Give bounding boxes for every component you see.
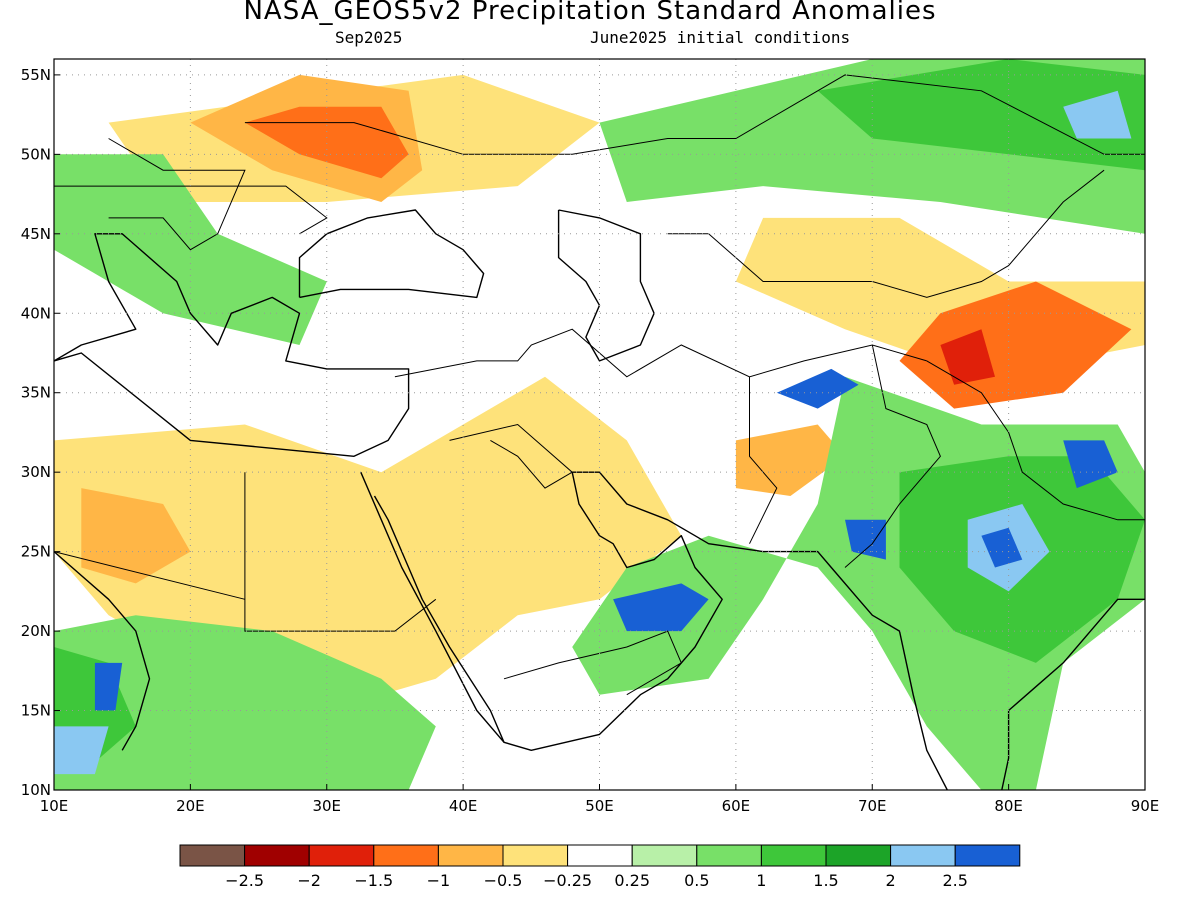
country-border-5 (844, 344, 941, 568)
colorbar-swatch (954, 844, 1021, 867)
anomaly-region-9 (940, 329, 995, 385)
anomaly-region-23 (94, 662, 123, 711)
colorbar-label: 2 (886, 871, 896, 890)
y-tick-label: 50N (21, 145, 51, 163)
colorbar-swatch (825, 844, 892, 867)
colorbar-swatch (760, 844, 827, 867)
colorbar-label: −0.5 (484, 871, 523, 890)
colorbar-swatch (179, 844, 246, 867)
anomaly-region-2 (244, 106, 409, 179)
x-tick-label: 70E (858, 797, 887, 815)
coastline-4 (1001, 598, 1145, 790)
colorbar-label: −1.5 (354, 871, 393, 890)
colorbar-label: 1 (756, 871, 766, 890)
anomaly-region-12 (735, 424, 845, 496)
anomaly-region-18 (776, 368, 859, 409)
colorbar-label: 0.5 (684, 871, 709, 890)
country-border-4 (749, 376, 778, 544)
colorbar-label: −1 (427, 871, 451, 890)
x-tick-label: 30E (312, 797, 341, 815)
colorbar-swatch (373, 844, 439, 867)
y-tick-label: 20N (21, 622, 51, 640)
anomaly-region-11 (81, 488, 191, 584)
colorbar-swatch (502, 844, 569, 867)
initial-conditions-label: June2025 initial conditions (590, 28, 851, 47)
anomaly-field (54, 59, 1145, 790)
country-border-0 (244, 472, 437, 632)
colorbar-label: 0.25 (614, 871, 650, 890)
map-title: NASA_GEOS5v2 Precipitation Standard Anom… (243, 0, 937, 26)
coastline-1 (557, 209, 655, 362)
country-border-8 (244, 74, 1145, 155)
coastline-2 (54, 233, 410, 457)
coastline-0 (298, 209, 485, 299)
x-tick-label: 90E (1131, 797, 1160, 815)
y-tick-label: 45N (21, 225, 51, 243)
anomaly-region-5 (817, 59, 1145, 171)
colorbar-label: 1.5 (813, 871, 838, 890)
x-tick-label: 20E (176, 797, 205, 815)
colorbar-swatch (631, 844, 698, 867)
colorbar-swatch (244, 844, 310, 867)
forecast-month: Sep2025 (335, 28, 403, 47)
coastline-6 (54, 551, 151, 751)
colorbar-swatch (567, 844, 633, 867)
anomaly-region-24 (613, 583, 709, 632)
colorbar-swatch (437, 844, 504, 867)
colorbar-swatch (890, 844, 956, 867)
coastline-3 (360, 471, 948, 790)
y-tick-label: 55N (21, 66, 51, 84)
colorbar-swatch (696, 844, 762, 867)
anomaly-region-6 (1063, 90, 1132, 139)
x-tick-label: 60E (722, 797, 751, 815)
colorbar-label: −0.25 (543, 871, 592, 890)
colorbar: −2.5 −2 −1.5 −1 −0.5 −0.25 0.25 0.5 1 1.5 2 2.5 (179, 844, 1021, 890)
latitude-ticks: 55N 50N 45N 40N 35N 30N 25N 20N 15N 10N (21, 66, 60, 799)
coastlines (54, 74, 1145, 790)
y-tick-label: 10N (21, 781, 51, 799)
colorbar-label: −2.5 (225, 871, 264, 890)
colorbar-swatch (308, 844, 375, 867)
colorbar-label: −2 (297, 871, 321, 890)
anomaly-region-20 (54, 615, 436, 790)
longitude-ticks: 10E 20E 30E 40E 50E 60E 70E 80E 90E (40, 784, 1160, 815)
country-border-9 (667, 169, 1105, 298)
colorbar-label: 2.5 (942, 871, 967, 890)
country-border-1 (54, 551, 246, 600)
y-tick-label: 25N (21, 543, 51, 561)
anomaly-region-16 (981, 527, 1023, 568)
y-tick-label: 40N (21, 304, 51, 322)
country-border-3 (394, 328, 927, 378)
x-tick-label: 80E (994, 797, 1023, 815)
anomaly-region-19 (845, 519, 886, 560)
country-border-11 (108, 138, 246, 251)
country-border-6 (926, 360, 1145, 521)
x-tick-label: 10E (40, 797, 69, 815)
y-tick-label: 30N (21, 463, 51, 481)
country-border-7 (503, 630, 682, 696)
country-border-2 (449, 423, 574, 489)
coastline-5 (373, 495, 505, 743)
y-tick-label: 35N (21, 384, 51, 402)
anomaly-region-22 (54, 726, 109, 775)
country-border-10 (54, 185, 328, 235)
x-tick-label: 50E (585, 797, 614, 815)
x-tick-label: 40E (449, 797, 478, 815)
y-tick-label: 15N (21, 702, 51, 720)
anomaly-region-17 (1063, 440, 1118, 489)
